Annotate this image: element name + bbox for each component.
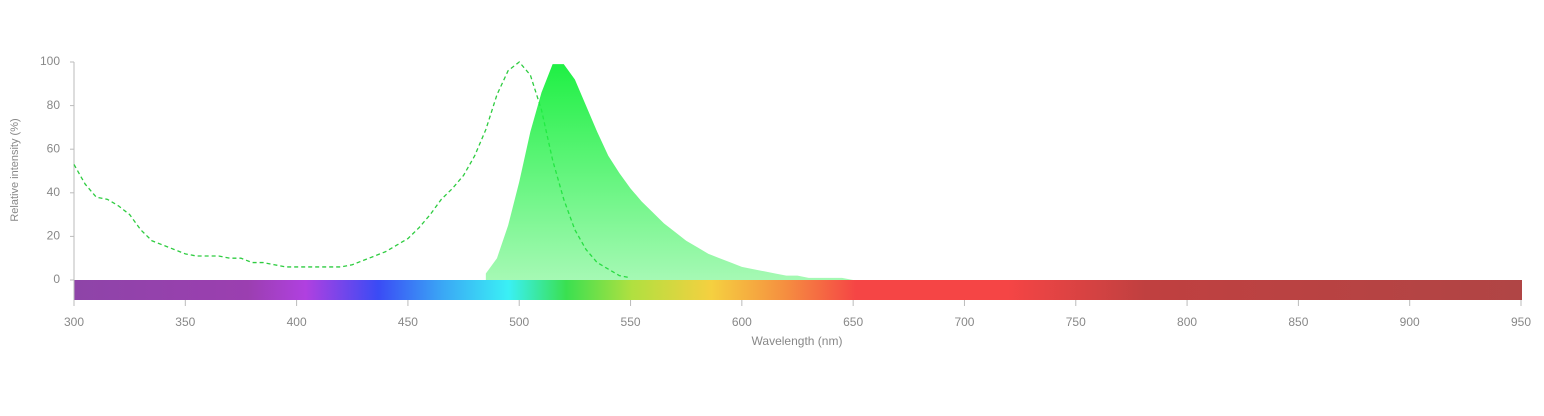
spectrum-bar: [74, 280, 1522, 300]
x-tick-label: 850: [1288, 315, 1308, 329]
x-tick-label: 600: [732, 315, 752, 329]
x-tick-label: 400: [287, 315, 307, 329]
x-tick-label: 450: [398, 315, 418, 329]
x-tick-label: 750: [1066, 315, 1086, 329]
y-tick-label: 0: [53, 272, 60, 286]
y-tick-label: 80: [47, 98, 61, 112]
x-tick-label: 650: [843, 315, 863, 329]
x-tick-label: 700: [954, 315, 974, 329]
x-tick-label: 300: [64, 315, 84, 329]
y-tick-label: 40: [47, 185, 61, 199]
x-tick-label: 800: [1177, 315, 1197, 329]
x-tick-label: 900: [1400, 315, 1420, 329]
x-tick-label: 550: [621, 315, 641, 329]
x-axis-title: Wavelength (nm): [752, 334, 843, 348]
y-tick-label: 100: [40, 54, 60, 68]
y-axis-title: Relative intensity (%): [9, 118, 21, 221]
y-tick-label: 20: [47, 229, 61, 243]
y-tick-label: 60: [47, 141, 61, 155]
x-tick-label: 350: [175, 315, 195, 329]
excitation-line: [73, 61, 631, 279]
x-tick-label: 950: [1511, 315, 1531, 329]
x-tick-label: 500: [509, 315, 529, 329]
emission-area: [485, 64, 854, 281]
